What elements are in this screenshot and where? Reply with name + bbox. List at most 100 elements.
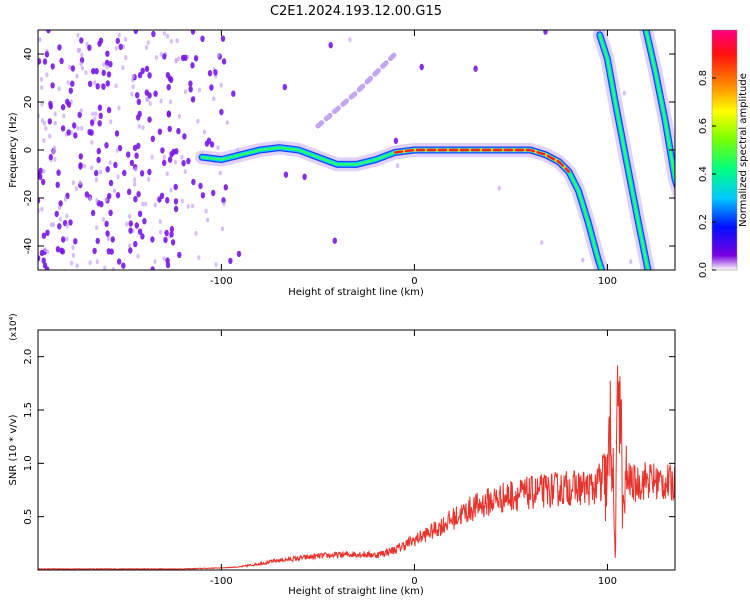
noise-speck [73, 132, 78, 139]
noise-speck [165, 33, 170, 39]
noise-speck [133, 181, 137, 187]
noise-speck [47, 118, 52, 125]
y-tick-label: -40 [23, 238, 34, 254]
top-axes: -100 0 100 -40 -20 0 20 40 [23, 30, 675, 287]
colorbar-ticks: 0.0 0.2 0.4 0.6 0.8 [698, 70, 716, 278]
noise-speck [190, 30, 196, 35]
noise-speck [193, 55, 199, 62]
bottom-y-multiplier: (x10⁴) [9, 313, 19, 340]
noise-speck [95, 83, 100, 90]
snr-series-line [38, 365, 675, 570]
trace-1 [195, 140, 609, 270]
noise-speck [80, 65, 85, 71]
colorbar-tick-label: 0.6 [698, 118, 709, 134]
noise-speck [497, 185, 501, 191]
noise-speck [75, 263, 79, 269]
trace-3 [639, 30, 675, 202]
noise-speck [58, 216, 62, 222]
noise-speck [218, 170, 222, 176]
noise-speck [95, 259, 99, 265]
noise-speckle [38, 30, 633, 270]
noise-speck [144, 89, 149, 96]
noise-speck [108, 160, 112, 166]
noise-speck [106, 71, 112, 78]
noise-speck [173, 159, 178, 165]
noise-speck [39, 77, 44, 82]
x-tick-label: -100 [210, 576, 233, 587]
noise-speck [87, 44, 92, 51]
noise-speck [121, 262, 126, 269]
noise-speck [130, 91, 134, 97]
noise-speck [105, 80, 111, 87]
noise-speck [58, 200, 63, 207]
noise-speck [131, 84, 135, 90]
noise-speck [168, 99, 173, 105]
noise-speck [44, 51, 50, 58]
noise-speck [231, 90, 236, 97]
y-tick-label: 0.5 [23, 509, 34, 525]
colorbar [711, 29, 738, 271]
noise-speck [137, 124, 141, 129]
noise-speck [98, 112, 103, 120]
noise-speck [38, 58, 42, 65]
noise-speck [162, 53, 167, 60]
noise-speck [180, 198, 184, 204]
colorbar-tick-label: 0.4 [698, 166, 709, 182]
noise-speck [222, 201, 226, 207]
trace-inner [598, 33, 650, 270]
noise-speck [141, 125, 145, 130]
noise-speck [106, 106, 112, 114]
noise-speck [136, 142, 141, 150]
x-tick-label: -100 [210, 276, 233, 287]
y-tick-label: 2.0 [23, 349, 34, 365]
noise-speck [157, 128, 163, 135]
noise-speck [117, 144, 123, 152]
noise-speck [108, 179, 114, 187]
noise-speck [42, 138, 46, 144]
noise-speck [38, 197, 41, 204]
noise-speck [96, 156, 101, 164]
noise-speck [204, 140, 210, 147]
noise-speck [169, 151, 174, 158]
noise-speck [53, 157, 57, 162]
noise-speck [142, 218, 147, 225]
noise-speck [174, 148, 179, 155]
noise-speck [84, 70, 88, 75]
noise-speck [55, 246, 61, 253]
noise-speck [78, 163, 83, 170]
bottom-axes: -100 0 100 0.5 1.0 1.5 2.0 [23, 330, 675, 587]
noise-speck [66, 80, 70, 85]
bottom-plot-frame [37, 329, 676, 571]
noise-speck [59, 57, 64, 65]
noise-speck [160, 147, 165, 154]
noise-speck [98, 37, 104, 44]
top-y-axis-label: Frequency (Hz) [8, 112, 19, 188]
noise-speck [42, 58, 48, 65]
noise-speck [75, 73, 79, 79]
bottom-x-axis-label: Height of straight line (km) [288, 586, 424, 597]
noise-speck [42, 168, 46, 174]
noise-speck [162, 31, 167, 36]
noise-speck [77, 111, 82, 119]
noise-speck [220, 226, 224, 232]
noise-speck [393, 137, 399, 144]
noise-speck [141, 201, 145, 207]
noise-speck [129, 159, 135, 167]
noise-speck [212, 96, 216, 102]
noise-speck [133, 177, 137, 183]
noise-speck [165, 197, 170, 204]
noise-speck [150, 135, 155, 142]
trace-core-red [393, 148, 570, 173]
noise-speck [70, 65, 76, 72]
noise-speck [206, 217, 210, 223]
noise-speck [76, 32, 80, 38]
noise-speck [144, 201, 148, 207]
noise-speck [136, 191, 141, 198]
noise-speck [135, 92, 140, 99]
noise-speck [204, 208, 208, 214]
noise-speck [177, 114, 181, 119]
noise-speck [89, 129, 94, 136]
figure-title: C2E1.2024.193.12.00.G15 [270, 4, 442, 19]
noise-speck [173, 205, 179, 213]
